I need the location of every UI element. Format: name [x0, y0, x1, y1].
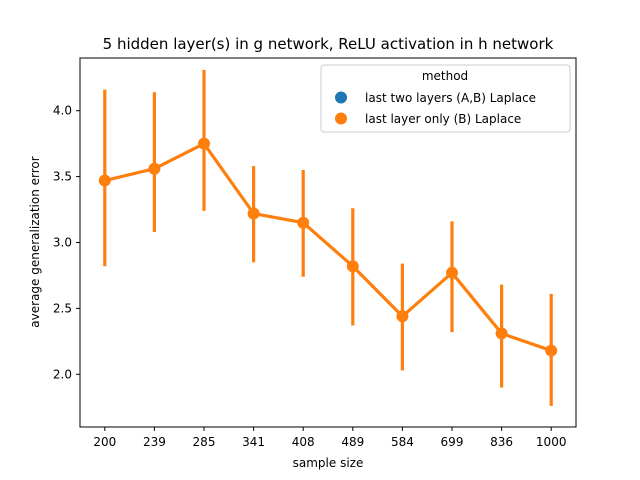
data-point: [396, 310, 409, 323]
x-tick-label: 836: [490, 435, 513, 449]
data-point: [495, 327, 508, 340]
legend-marker: [335, 112, 347, 125]
x-tick-label: 1000: [536, 435, 567, 449]
x-axis-label: sample size: [293, 456, 364, 470]
x-tick-label: 489: [341, 435, 364, 449]
y-tick-label: 4.0: [53, 104, 72, 118]
y-tick-label: 3.0: [53, 236, 72, 250]
data-point: [346, 260, 359, 273]
legend-box: [320, 64, 571, 133]
data-point: [198, 137, 210, 150]
legend-label: last layer only (B) Laplace: [365, 112, 521, 126]
data-point: [247, 207, 260, 220]
y-axis: 2.0 2.5 3.0 3.5 4.0: [53, 104, 80, 381]
y-axis-label: average generalization error: [28, 156, 42, 327]
data-point: [148, 162, 161, 175]
chart-title: 5 hidden layer(s) in g network, ReLU act…: [103, 35, 554, 53]
data-point: [446, 266, 458, 279]
data-point: [545, 344, 558, 357]
series-line: [104, 142, 552, 353]
legend-marker: [335, 91, 347, 104]
x-tick-label: 200: [93, 435, 116, 449]
x-tick-label: 341: [242, 435, 265, 449]
y-tick-label: 2.0: [53, 367, 72, 381]
x-tick-label: 699: [441, 435, 464, 449]
y-tick-label: 3.5: [53, 170, 72, 184]
x-tick-label: 408: [292, 435, 315, 449]
x-tick-label: 584: [391, 435, 414, 449]
series-layer: [98, 69, 558, 406]
x-tick-label: 239: [143, 435, 166, 449]
y-tick-label: 2.5: [53, 301, 72, 315]
legend-label: last two layers (A,B) Laplace: [365, 91, 536, 105]
x-tick-label: 285: [193, 435, 216, 449]
legend-title: method: [422, 69, 468, 83]
data-point: [297, 216, 310, 229]
legend: method last two layers (A,B) Laplace last…: [320, 64, 571, 133]
x-axis: 200 239 285 341 408 489 584 699 836 1000: [93, 427, 566, 449]
data-point: [98, 174, 111, 187]
